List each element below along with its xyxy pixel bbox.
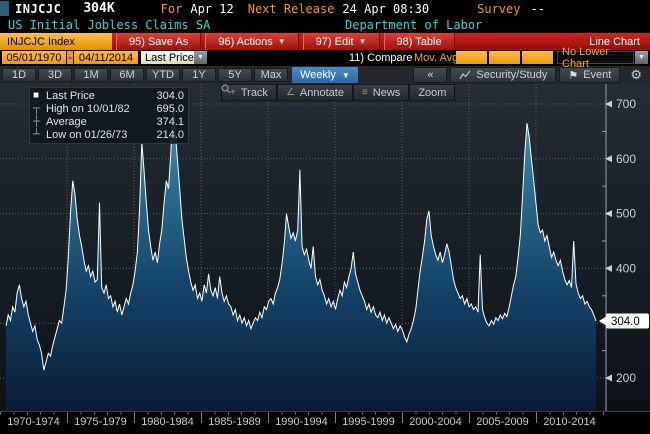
chart-type-label[interactable]: Line Chart <box>589 35 640 48</box>
tab-1y[interactable]: 1Y <box>182 68 216 82</box>
zoom-button[interactable]: Zoom <box>221 84 456 101</box>
ticker-symbol: INJCJC <box>15 1 62 16</box>
x-axis-label: 1990-1994 <box>268 412 335 434</box>
x-axis-label: 2005-2009 <box>469 412 536 434</box>
tab-max[interactable]: Max <box>254 68 288 82</box>
chart-area: 200300400500600700304.0 + Track ∠ Annota… <box>0 84 650 411</box>
legend-average: ┼ Average 374.1 <box>33 115 184 128</box>
svg-text:400: 400 <box>616 261 636 275</box>
security-name: US Initial Jobless Claims SA <box>8 18 211 32</box>
next-release-value: 24 Apr 08:30 <box>342 1 430 16</box>
survey-value: -- <box>530 1 545 16</box>
svg-text:600: 600 <box>616 152 636 166</box>
tab-3d[interactable]: 3D <box>38 68 72 82</box>
save-as-button[interactable]: 95) Save As <box>116 33 202 50</box>
for-label: For <box>160 1 183 16</box>
flag-icon: ⚑ <box>568 69 579 82</box>
x-axis-label: 2000-2004 <box>402 412 469 434</box>
svg-text:500: 500 <box>616 207 636 221</box>
table-button[interactable]: 98) Table <box>383 33 455 50</box>
start-date-input[interactable]: 05/01/1970 <box>2 51 66 64</box>
tab-5y[interactable]: 5Y <box>218 68 252 82</box>
collapse-button[interactable]: « <box>413 67 448 83</box>
tab-1d[interactable]: 1D <box>2 68 36 82</box>
chevron-down-icon: ▼ <box>358 37 367 46</box>
range-tabs-row: 1D 3D 1M 6M YTD 1Y 5Y Max Weekly ▼ « Sec… <box>0 66 650 84</box>
tab-6m[interactable]: 6M <box>110 68 144 82</box>
moving-average-input-1[interactable] <box>456 51 487 64</box>
compare-button[interactable]: 11) Compare <box>349 52 413 64</box>
chevron-down-icon: ▼ <box>277 37 286 46</box>
actions-button[interactable]: 96) Actions ▼ <box>205 33 299 50</box>
x-axis-label: 1995-1999 <box>335 412 402 434</box>
chevron-down-icon: ▼ <box>341 70 350 80</box>
data-source: Department of Labor <box>345 18 483 32</box>
next-release-label: Next Release <box>247 1 335 16</box>
price-field-dropdown-icon[interactable]: ▼ <box>194 51 207 64</box>
moving-average-input-3[interactable] <box>522 51 553 64</box>
chart-toolbar: + Track ∠ Annotate ≡ News Zoom <box>221 84 456 101</box>
event-button[interactable]: ⚑ Event <box>559 67 621 83</box>
menu-bar: INJCJC Index 95) Save As 96) Actions ▼ 97… <box>0 33 650 50</box>
annotate-pencil-icon: ∠ <box>285 86 295 98</box>
legend-high: ┬ High on 10/01/82 695.0 <box>33 102 184 115</box>
survey-label: Survey <box>477 1 521 16</box>
x-axis-label: 1980-1984 <box>134 412 201 434</box>
track-crosshair-icon: + <box>230 86 236 98</box>
ticker-index-tab[interactable]: INJCJC Index <box>0 33 112 50</box>
ticker-value: 304K <box>83 1 115 16</box>
lower-chart-select[interactable]: No Lower Chart <box>557 46 634 70</box>
date-range-separator: - <box>67 51 73 64</box>
x-axis-strip: 1970-1974 1975-1979 1980-1984 1985-1989 … <box>0 411 650 434</box>
high-marker-icon: ┬ <box>33 103 41 114</box>
svg-text:700: 700 <box>616 97 636 111</box>
security-study-button[interactable]: Security/Study <box>450 67 557 83</box>
x-axis-label: 1970-1974 <box>7 416 60 428</box>
price-field-select[interactable]: Last Price <box>141 51 194 64</box>
x-axis-label: 1975-1979 <box>67 412 134 434</box>
x-axis-label: 1985-1989 <box>201 412 268 434</box>
legend-last-price: ■ Last Price 304.0 <box>33 89 184 102</box>
end-date-input[interactable]: 04/11/2014 <box>74 51 138 64</box>
for-date: Apr 12 <box>190 1 234 16</box>
annotate-button[interactable]: ∠ Annotate <box>276 84 353 101</box>
tab-ytd[interactable]: YTD <box>146 68 180 82</box>
lower-chart-dropdown-icon[interactable]: ▼ <box>635 51 648 64</box>
panel-indicator-icon <box>0 1 9 16</box>
low-marker-icon: ┴ <box>33 129 41 140</box>
period-select-weekly[interactable]: Weekly ▼ <box>292 67 358 83</box>
moving-averages-button[interactable]: Mov. Avgs <box>414 52 464 64</box>
moving-average-input-2[interactable] <box>489 51 520 64</box>
last-price-marker-icon: ■ <box>33 90 40 101</box>
news-button[interactable]: ≡ News <box>352 84 410 101</box>
magnifier-icon <box>221 84 231 94</box>
mini-chart-icon <box>459 70 471 80</box>
track-button[interactable]: + Track <box>221 84 277 101</box>
filter-bar: 05/01/1970 - 04/11/2014 Last Price ▼ 11)… <box>0 46 650 70</box>
news-list-icon: ≡ <box>361 86 368 98</box>
chart-legend: ■ Last Price 304.0 ┬ High on 10/01/82 69… <box>29 87 189 144</box>
title-bar: US Initial Jobless Claims SA Department … <box>0 17 650 33</box>
svg-text:200: 200 <box>616 371 636 385</box>
tab-1m[interactable]: 1M <box>74 68 108 82</box>
top-info-bar: INJCJC 304K For Apr 12 Next Release 24 A… <box>0 0 650 17</box>
chart-plot[interactable]: 200300400500600700304.0 <box>0 84 650 411</box>
edit-button[interactable]: 97) Edit ▼ <box>302 33 380 50</box>
gear-icon[interactable]: ⚙ <box>630 67 642 82</box>
last-price-badge: 304.0 <box>611 316 640 328</box>
average-marker-icon: ┼ <box>33 116 41 127</box>
x-axis-label: 2010-2014 <box>536 412 603 434</box>
legend-low: ┴ Low on 01/26/73 214.0 <box>33 128 184 141</box>
